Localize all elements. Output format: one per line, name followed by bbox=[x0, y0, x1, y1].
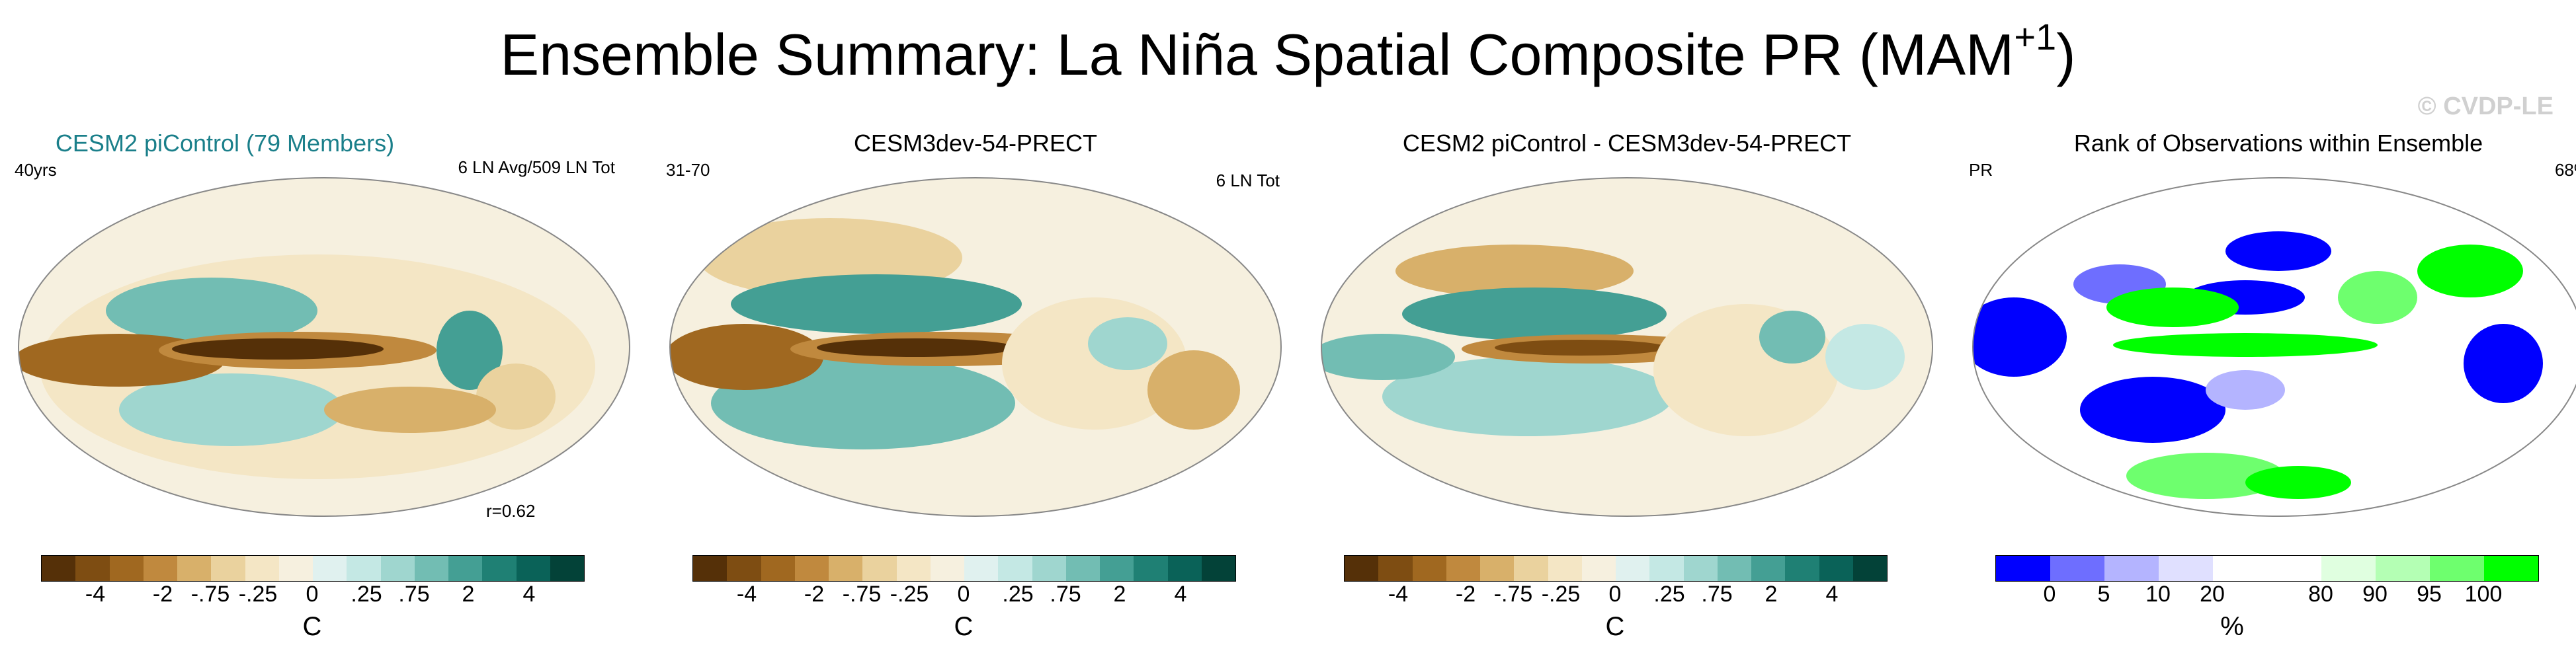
colorbar-ticks: 0 5 10 20 80 90 95 100 bbox=[1995, 582, 2538, 615]
tick-label: .25 bbox=[1002, 582, 1034, 607]
tick-label: 20 bbox=[2200, 582, 2225, 607]
panel-left-label: 31-70 bbox=[666, 160, 710, 180]
map-panel-4 bbox=[1972, 177, 2576, 517]
tick-label: 5 bbox=[2097, 582, 2110, 607]
panel-right-label: 6 LN Avg/509 LN Tot bbox=[458, 157, 615, 177]
panel-right-label: 6 LN Tot bbox=[1216, 171, 1280, 190]
tick-label: 4 bbox=[1825, 582, 1839, 607]
map-panel-3 bbox=[1321, 177, 1933, 517]
tick-label: -4 bbox=[1388, 582, 1409, 607]
tick-label: 2 bbox=[1765, 582, 1778, 607]
panel-title: CESM2 piControl - CESM3dev-54-PRECT bbox=[1402, 130, 1852, 157]
colorbar-ticks: -4 -2 -.75 -.25 0 .25 .75 2 4 bbox=[41, 582, 583, 615]
panel-title: CESM2 piControl (79 Members) bbox=[55, 130, 395, 157]
tick-label: 4 bbox=[1174, 582, 1187, 607]
colorbar-unit: % bbox=[2220, 612, 2244, 641]
colorbar-ticks: -4 -2 -.75 -.25 0 .25 .75 2 4 bbox=[692, 582, 1235, 615]
tick-label: -2 bbox=[804, 582, 825, 607]
tick-label: 90 bbox=[2362, 582, 2388, 607]
colorbar bbox=[1344, 555, 1888, 582]
colorbar bbox=[41, 555, 585, 582]
tick-label: -4 bbox=[736, 582, 757, 607]
colorbar-ticks: -4 -2 -.75 -.25 0 .25 .75 2 4 bbox=[1344, 582, 1886, 615]
colorbar-unit: C bbox=[1605, 612, 1625, 641]
colorbar bbox=[692, 555, 1236, 582]
tick-label: -.25 bbox=[1541, 582, 1581, 607]
tick-label: 10 bbox=[2145, 582, 2171, 607]
panel-right-label: 68% bbox=[2554, 160, 2576, 180]
figure-title-main: Ensemble Summary: La Niña Spatial Compos… bbox=[500, 22, 2015, 87]
tick-label: -.25 bbox=[238, 582, 278, 607]
tick-label: 4 bbox=[522, 582, 536, 607]
tick-label: -.25 bbox=[890, 582, 929, 607]
panel-title: CESM3dev-54-PRECT bbox=[853, 130, 1098, 157]
tick-label: .25 bbox=[351, 582, 382, 607]
tick-label: -.75 bbox=[1493, 582, 1533, 607]
tick-label: 0 bbox=[2043, 582, 2056, 607]
tick-label: 0 bbox=[306, 582, 319, 607]
map-panel-1 bbox=[18, 177, 630, 517]
tick-label: 95 bbox=[2417, 582, 2442, 607]
tick-label: -4 bbox=[85, 582, 106, 607]
tick-label: .25 bbox=[1653, 582, 1685, 607]
panel-title: Rank of Observations within Ensemble bbox=[2073, 130, 2483, 157]
figure-title-close: ) bbox=[2056, 22, 2076, 87]
tick-label: 0 bbox=[957, 582, 970, 607]
tick-label: 100 bbox=[2464, 582, 2503, 607]
panel-left-label: 40yrs bbox=[15, 160, 57, 180]
colorbar bbox=[1995, 555, 2539, 582]
tick-label: .75 bbox=[1050, 582, 1081, 607]
panel-difference: CESM2 piControl - CESM3dev-54-PRECT -4 -… bbox=[1309, 126, 1944, 641]
panel-cesm2-picontrol: CESM2 piControl (79 Members) 40yrs 6 LN … bbox=[7, 126, 642, 641]
panel-rank: Rank of Observations within Ensemble PR … bbox=[1961, 126, 2576, 641]
map-panel-2 bbox=[669, 177, 1282, 517]
figure-title-superscript: +1 bbox=[2014, 16, 2057, 58]
panel-left-label: PR bbox=[1969, 160, 1993, 180]
tick-label: -.75 bbox=[190, 582, 230, 607]
panel-cesm3dev: CESM3dev-54-PRECT 31-70 6 LN Tot -4 -2 -… bbox=[658, 126, 1293, 641]
tick-label: .75 bbox=[1701, 582, 1733, 607]
tick-label: 2 bbox=[462, 582, 475, 607]
tick-label: -2 bbox=[1455, 582, 1476, 607]
watermark: © CVDP-LE bbox=[2417, 93, 2554, 120]
colorbar-unit: C bbox=[954, 612, 974, 641]
tick-label: -2 bbox=[152, 582, 173, 607]
tick-label: 2 bbox=[1113, 582, 1126, 607]
tick-label: .75 bbox=[398, 582, 430, 607]
tick-label: -.75 bbox=[842, 582, 882, 607]
colorbar-unit: C bbox=[302, 612, 322, 641]
tick-label: 0 bbox=[1608, 582, 1622, 607]
pattern-correlation: r=0.62 bbox=[486, 501, 536, 521]
figure-title: Ensemble Summary: La Niña Spatial Compos… bbox=[0, 19, 2576, 91]
tick-label: 80 bbox=[2308, 582, 2333, 607]
